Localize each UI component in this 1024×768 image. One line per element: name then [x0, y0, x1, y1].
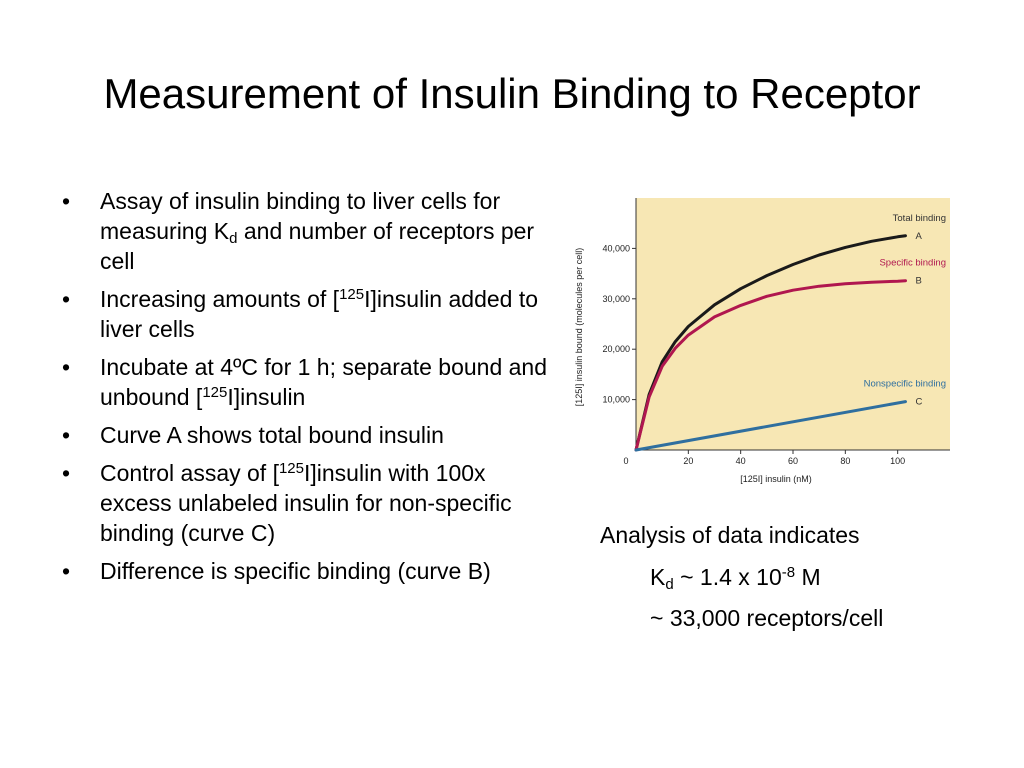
bullet-dot: •: [62, 422, 71, 448]
bullet-dot: •: [62, 558, 71, 584]
bullet-list: • Assay of insulin binding to liver cells…: [58, 186, 548, 594]
bullet-dot: •: [62, 188, 71, 214]
x-tick-label: 60: [788, 456, 798, 466]
y-tick-label: 10,000: [602, 395, 630, 405]
y-tick-label: 40,000: [602, 243, 630, 253]
slide-title: Measurement of Insulin Binding to Recept…: [103, 70, 921, 117]
x-tick-label: 0: [623, 456, 628, 466]
series-name-label: Nonspecific binding: [864, 379, 946, 390]
bullet-dot: •: [62, 286, 71, 312]
receptor-count: ~ 33,000 receptors/cell: [650, 605, 884, 631]
plot-background: [636, 198, 950, 450]
x-axis-label: [125I] insulin (nM): [740, 474, 812, 484]
series-letter-label: A: [916, 231, 923, 242]
series-line-b: [634, 279, 907, 452]
kd-value: Kd ~ 1.4 x 10-8 M: [650, 564, 821, 593]
bullet-item: • Increasing amounts of [125I]insulin add…: [62, 286, 539, 342]
x-tick-label: 40: [736, 456, 746, 466]
series-letter-label: C: [916, 397, 923, 408]
bullet-item: • Control assay of [125I]insulin with 100…: [62, 460, 512, 546]
series-name-label: Specific binding: [879, 258, 946, 269]
bullet-item: • Difference is specific binding (curve B…: [62, 558, 491, 584]
series-letter-label: B: [916, 276, 922, 287]
analysis-heading: Analysis of data indicates: [600, 522, 860, 548]
y-tick-label: 30,000: [602, 294, 630, 304]
series-line-c: [634, 400, 907, 452]
bullet-dot: •: [62, 354, 71, 380]
y-axis-label: [125I] insulin bound (molecules per cell…: [574, 248, 584, 407]
bullet-item: • Curve A shows total bound insulin: [62, 422, 444, 448]
bullet-item: • Incubate at 4ºC for 1 h; separate bound…: [62, 354, 547, 410]
y-tick-label: 20,000: [602, 344, 630, 354]
binding-chart: 10,000 20,000 30,000 40,000 0 20 40 60 80 100 Tot…: [574, 198, 950, 484]
series-line-a: [634, 234, 907, 452]
bullet-item: • Assay of insulin binding to liver cells…: [62, 188, 535, 274]
series-name-label: Total binding: [893, 213, 946, 224]
x-tick-label: 20: [683, 456, 693, 466]
analysis-block: Analysis of data indicates Kd ~ 1.4 x 10…: [600, 520, 1000, 633]
x-tick-label: 80: [840, 456, 850, 466]
bullet-dot: •: [62, 460, 71, 486]
x-tick-label: 100: [890, 456, 905, 466]
